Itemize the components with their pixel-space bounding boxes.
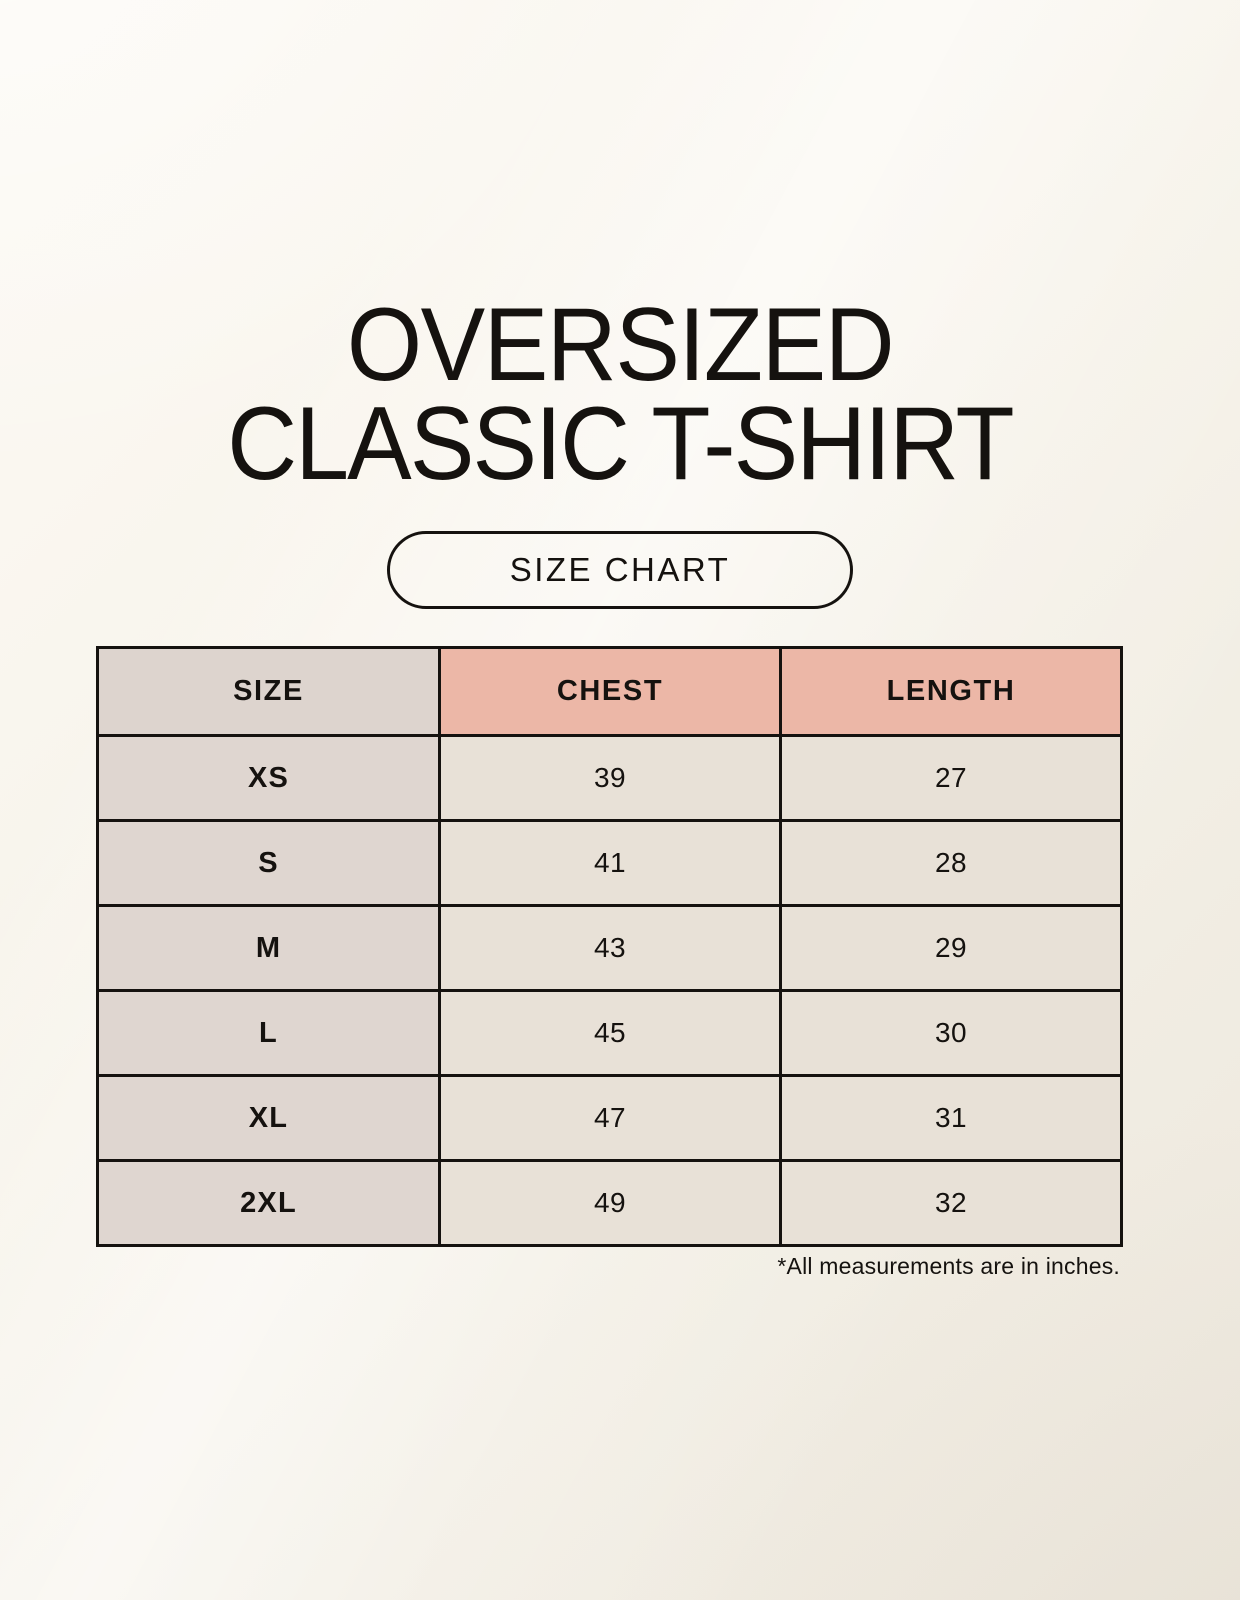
size-table-head: SIZE CHEST LENGTH bbox=[96, 646, 1123, 737]
measurements-footnote: *All measurements are in inches. bbox=[777, 1253, 1120, 1279]
size-table-container: SIZE CHEST LENGTH XS 39 27 S 41 28 M bbox=[96, 646, 1123, 1247]
column-header-chest: CHEST bbox=[438, 646, 782, 737]
table-row: XL 47 31 bbox=[96, 1074, 1123, 1162]
cell-size: XS bbox=[96, 734, 441, 822]
cell-chest: 49 bbox=[438, 1159, 782, 1247]
column-header-size: SIZE bbox=[96, 646, 441, 737]
table-header-row: SIZE CHEST LENGTH bbox=[96, 646, 1123, 737]
cell-length: 30 bbox=[779, 989, 1123, 1077]
table-row: XS 39 27 bbox=[96, 734, 1123, 822]
cell-chest: 39 bbox=[438, 734, 782, 822]
page-title: OVERSIZED CLASSIC T-SHIRT bbox=[0, 287, 1240, 502]
cell-size: L bbox=[96, 989, 441, 1077]
cell-chest: 43 bbox=[438, 904, 782, 992]
size-table: SIZE CHEST LENGTH XS 39 27 S 41 28 M bbox=[96, 646, 1123, 1247]
cell-length: 29 bbox=[779, 904, 1123, 992]
cell-length: 31 bbox=[779, 1074, 1123, 1162]
size-chart-badge-label: SIZE CHART bbox=[509, 551, 731, 588]
table-row: 2XL 49 32 bbox=[96, 1159, 1123, 1247]
column-header-length: LENGTH bbox=[779, 646, 1123, 737]
size-table-body: XS 39 27 S 41 28 M 43 29 L 45 30 bbox=[96, 734, 1123, 1247]
size-chart-badge-container: SIZE CHART bbox=[0, 531, 1240, 609]
size-chart-badge: SIZE CHART bbox=[387, 531, 853, 609]
cell-size: M bbox=[96, 904, 441, 992]
table-row: L 45 30 bbox=[96, 989, 1123, 1077]
table-row: M 43 29 bbox=[96, 904, 1123, 992]
cell-size: XL bbox=[96, 1074, 441, 1162]
cell-chest: 41 bbox=[438, 819, 782, 907]
table-row: S 41 28 bbox=[96, 819, 1123, 907]
cell-chest: 47 bbox=[438, 1074, 782, 1162]
cell-chest: 45 bbox=[438, 989, 782, 1077]
page-title-line-2: CLASSIC T-SHIRT bbox=[227, 385, 1014, 502]
page-title-line-1: OVERSIZED bbox=[346, 287, 895, 403]
cell-length: 32 bbox=[779, 1159, 1123, 1247]
cell-size: S bbox=[96, 819, 441, 907]
cell-size: 2XL bbox=[96, 1159, 441, 1247]
cell-length: 28 bbox=[779, 819, 1123, 907]
cell-length: 27 bbox=[779, 734, 1123, 822]
